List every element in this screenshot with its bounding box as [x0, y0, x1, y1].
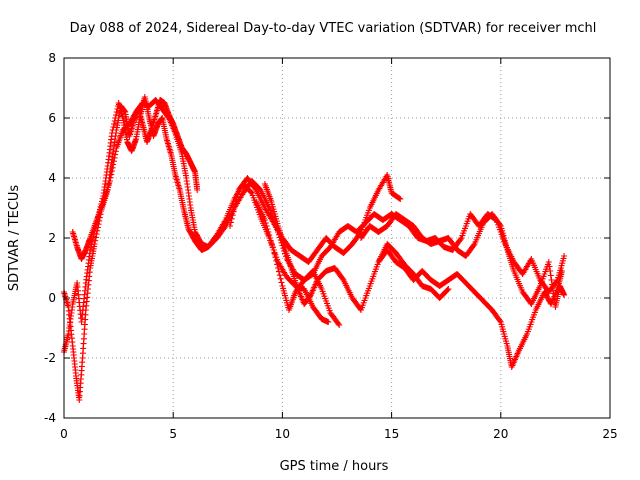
- plus-marker: [276, 272, 283, 279]
- plus-marker: [263, 223, 270, 229]
- x-tick-label: 0: [60, 427, 68, 441]
- series-track-4: [227, 172, 404, 265]
- plus-marker: [545, 259, 552, 265]
- plus-marker: [561, 292, 568, 298]
- plus-marker: [109, 127, 116, 133]
- plus-marker: [470, 242, 477, 249]
- plus-marker: [109, 164, 116, 171]
- data-series: [61, 94, 568, 403]
- plus-marker: [397, 196, 404, 202]
- x-tick-label: 20: [493, 427, 508, 441]
- plus-marker: [268, 241, 275, 247]
- x-tick-label: 15: [384, 427, 399, 441]
- plus-marker: [234, 190, 241, 197]
- plus-marker: [111, 154, 118, 161]
- plus-marker: [113, 112, 119, 118]
- plus-marker: [275, 265, 281, 271]
- plus-marker: [111, 121, 117, 127]
- plus-marker: [108, 171, 115, 178]
- plus-marker: [275, 268, 282, 275]
- plus-marker: [559, 268, 565, 274]
- x-tick-label: 5: [169, 427, 177, 441]
- plus-marker: [547, 272, 554, 279]
- plus-marker: [270, 247, 277, 253]
- plus-marker: [278, 279, 285, 286]
- plus-marker: [111, 118, 118, 124]
- plus-marker: [112, 115, 119, 121]
- plus-marker: [268, 238, 274, 244]
- plus-marker: [274, 261, 281, 268]
- plus-marker: [109, 130, 115, 136]
- plus-marker: [107, 174, 114, 181]
- plus-marker: [229, 212, 236, 219]
- plus-marker: [444, 286, 451, 293]
- plus-marker: [228, 215, 235, 222]
- plus-marker: [269, 244, 276, 250]
- plus-marker: [227, 219, 234, 226]
- y-tick-label: 2: [48, 231, 56, 245]
- x-axis-label: GPS time / hours: [280, 459, 389, 474]
- y-tick-label: 4: [48, 171, 56, 185]
- x-tick-label: 25: [602, 427, 617, 441]
- plus-marker: [110, 158, 117, 165]
- y-tick-label: -4: [44, 411, 56, 425]
- plus-marker: [110, 161, 117, 168]
- series-track-7: [358, 211, 568, 310]
- plus-marker: [264, 226, 271, 232]
- plus-marker: [336, 322, 343, 328]
- plus-marker: [230, 208, 237, 215]
- plus-marker: [546, 263, 553, 270]
- plus-marker: [547, 268, 554, 274]
- plus-marker: [272, 254, 279, 261]
- plus-marker: [234, 194, 240, 201]
- plus-marker: [262, 220, 269, 226]
- series-track-8: [375, 247, 565, 370]
- plus-marker: [112, 151, 119, 158]
- plus-marker: [496, 317, 503, 324]
- plus-marker: [445, 286, 452, 292]
- plus-marker: [233, 197, 240, 204]
- plus-marker: [549, 281, 556, 288]
- plus-marker: [457, 236, 464, 243]
- x-tick-label: 10: [275, 427, 290, 441]
- plus-marker: [496, 221, 503, 228]
- plus-marker: [273, 257, 280, 264]
- plus-marker: [106, 178, 113, 184]
- plus-marker: [231, 205, 238, 211]
- plus-marker: [266, 232, 273, 238]
- y-tick-label: -2: [44, 351, 56, 365]
- plus-marker: [248, 189, 254, 196]
- y-tick-label: 6: [48, 111, 56, 125]
- y-tick-label: 8: [48, 51, 56, 65]
- y-axis-label: SDTVAR / TECUs: [7, 185, 22, 292]
- plus-marker: [108, 168, 115, 175]
- series-line: [264, 183, 449, 311]
- plus-marker: [396, 195, 403, 202]
- plus-marker: [112, 148, 119, 155]
- axis-ticks: 0 5 10 15 20 25 -4 -2 0 2 4 6 8: [44, 51, 618, 441]
- plus-marker: [271, 250, 278, 257]
- plus-marker: [325, 319, 332, 325]
- plus-marker: [227, 223, 233, 229]
- plus-marker: [335, 320, 342, 327]
- plus-marker: [110, 124, 117, 130]
- plus-marker: [232, 201, 239, 208]
- plus-marker: [548, 277, 555, 283]
- plus-marker: [265, 229, 272, 235]
- plus-marker: [261, 217, 268, 223]
- y-tick-label: 0: [48, 291, 56, 305]
- plus-marker: [277, 275, 284, 282]
- plus-marker: [194, 187, 201, 193]
- chart-title: Day 088 of 2024, Sidereal Day-to-day VTE…: [70, 21, 597, 36]
- plus-marker: [561, 253, 568, 259]
- plus-marker: [267, 235, 274, 241]
